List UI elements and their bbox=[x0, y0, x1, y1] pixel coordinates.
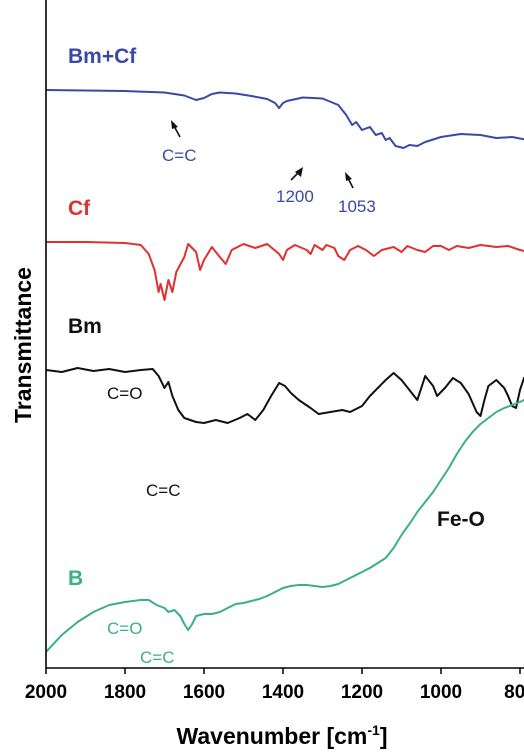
annotation-bmcf-1200: 1200 bbox=[276, 187, 314, 206]
series-label-bm-cf: Bm+Cf bbox=[68, 45, 137, 68]
series-line-bm-cf bbox=[46, 89, 524, 149]
annotation-bmcf-c-c: C=C bbox=[162, 146, 196, 165]
x-tick-label-1400: 1400 bbox=[262, 682, 304, 703]
annotation-bm-fe-o: Fe-O bbox=[437, 508, 485, 531]
series-label-cf: Cf bbox=[68, 197, 91, 220]
annotation-bmcf-c-c-arrowhead bbox=[171, 120, 178, 129]
annotation-bmcf-1053: 1053 bbox=[338, 197, 376, 216]
annotation-b-c-o: C=O bbox=[107, 619, 142, 638]
x-tick-label-1200: 1200 bbox=[341, 682, 383, 703]
x-axis-title: Wavenumber [cm-1] bbox=[177, 722, 388, 749]
series-label-bm: Bm bbox=[68, 315, 102, 338]
annotation-bm-c-o: C=O bbox=[107, 384, 142, 403]
x-tick-label-1600: 1600 bbox=[183, 682, 225, 703]
annotation-bm-c-c: C=C bbox=[146, 481, 180, 500]
x-axis-title-end: ] bbox=[380, 723, 388, 749]
annotation-bmcf-1200-arrowhead bbox=[295, 167, 303, 177]
x-tick-label-800: 800 bbox=[504, 682, 524, 703]
x-tick-label-1800: 1800 bbox=[104, 682, 146, 703]
x-axis-title-main: Wavenumber [cm bbox=[177, 723, 368, 749]
annotation-b-c-c: C=C bbox=[140, 648, 174, 667]
series-line-b bbox=[46, 398, 524, 653]
x-axis-title-sup: -1 bbox=[367, 722, 380, 738]
x-tick-label-2000: 2000 bbox=[25, 682, 67, 703]
series-layer bbox=[46, 89, 524, 653]
y-axis-title: Transmittance bbox=[10, 267, 36, 423]
series-label-b: B bbox=[68, 567, 83, 590]
x-tick-label-1000: 1000 bbox=[420, 682, 462, 703]
x-ticks: 200018001600140012001000800600 bbox=[25, 668, 524, 703]
series-line-cf bbox=[46, 241, 524, 301]
series-line-bm bbox=[46, 367, 524, 424]
annotation-bmcf-1053-arrowhead bbox=[345, 172, 352, 181]
